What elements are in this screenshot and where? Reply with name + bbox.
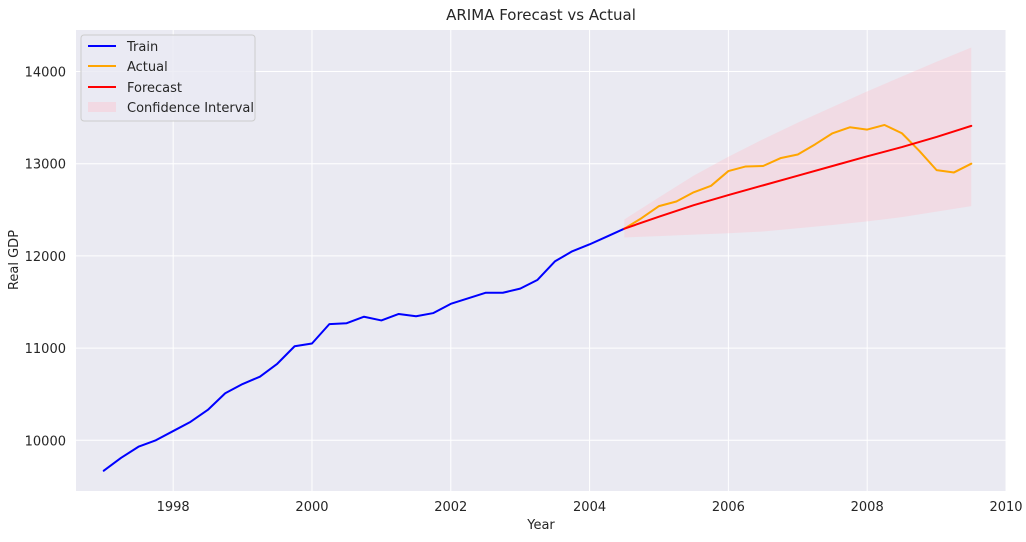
grid-layer: [76, 30, 1007, 491]
x-tick-label: 2010: [989, 500, 1022, 515]
x-tick-label: 2002: [434, 500, 467, 515]
legend-ci-swatch: [88, 102, 116, 112]
legend-forecast-label: Forecast: [127, 81, 182, 96]
x-axis-label: Year: [526, 518, 555, 533]
y-tick-label: 14000: [25, 65, 66, 80]
y-tick-label: 10000: [25, 434, 66, 449]
x-tick-label: 1998: [157, 500, 190, 515]
confidence-interval-layer: [624, 47, 972, 238]
series-line-actual: [623, 123, 973, 230]
tick-layer: 1998 2000 2002 2004 2006 2008 2010 10000 11000 12…: [25, 65, 1023, 515]
x-tick-label: 2004: [573, 500, 606, 515]
y-tick-label: 12000: [25, 250, 66, 265]
confidence-interval-band: [624, 47, 972, 238]
legend-train-label: Train: [126, 40, 158, 55]
series-layer: [102, 123, 973, 472]
legend-actual-label: Actual: [127, 60, 168, 75]
y-tick-label: 13000: [25, 158, 66, 173]
legend: Train Actual Forecast Confidence Interva…: [80, 34, 256, 122]
series-line-forecast: [623, 124, 973, 230]
y-tick-label: 11000: [25, 342, 66, 357]
chart-title: ARIMA Forecast vs Actual: [446, 6, 636, 24]
x-tick-label: 2008: [851, 500, 884, 515]
legend-box: [80, 34, 256, 122]
legend-ci-label: Confidence Interval: [127, 101, 254, 116]
x-tick-label: 2000: [295, 500, 328, 515]
x-tick-label: 2006: [712, 500, 745, 515]
series-line-train: [102, 227, 626, 472]
y-axis-label: Real GDP: [7, 230, 22, 290]
